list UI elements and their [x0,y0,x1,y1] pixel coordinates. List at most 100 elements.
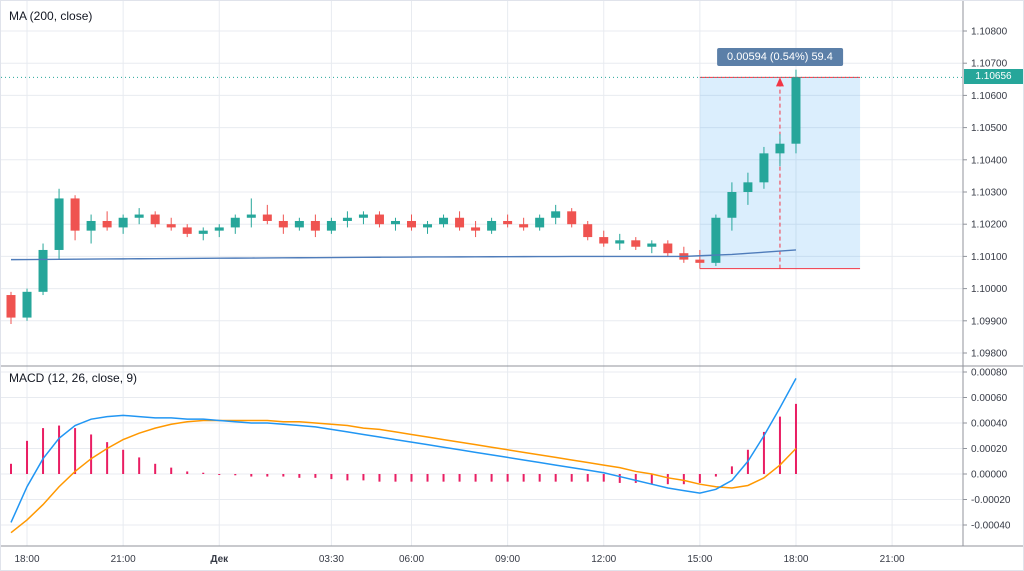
candle [615,240,625,244]
candle [791,77,801,144]
candle [230,217,240,228]
candle [599,237,609,244]
candle [711,217,721,263]
candle [54,198,64,250]
candle [150,214,160,225]
candle [86,220,96,231]
price-axis-tick: 1.10700 [971,59,1008,70]
macd-histogram-bar [186,471,189,474]
price-axis[interactable]: 1.10800 1.10700 1.10600 1.10500 1.10400 1.103… [963,27,1008,360]
macd-axis-tick: 0.00060 [971,393,1008,404]
macd-axis-tick: 0.00040 [971,419,1008,430]
candle [567,211,577,225]
macd-histogram-bar [10,463,12,474]
candle [423,224,433,228]
measure-arrow-head [775,77,784,87]
macd-histogram-bar [602,474,605,482]
time-axis-tick: 06:00 [399,554,424,565]
macd-histogram-bar [698,474,701,483]
ma-indicator-label[interactable]: MA (200, close) [9,9,93,23]
macd-histogram-bar [666,474,669,485]
candle [407,220,416,228]
candle [6,295,16,318]
macd-histogram-bar [570,474,573,482]
time-axis[interactable]: 18:00 21:00 Дек 03:30 06:00 09:00 12:00 15:00 18… [15,554,906,565]
candle [727,192,737,218]
macd-histogram-bar [90,434,93,474]
macd-histogram-bar [506,474,509,482]
candle [70,198,80,231]
macd-histogram-bar [474,474,477,482]
macd-histogram-bar [458,474,461,482]
candle [166,224,176,228]
macd-histogram-bar [170,467,173,474]
candle [342,217,352,221]
macd-histogram-bar [586,474,589,482]
macd-axis-tick: 0.00020 [971,444,1008,455]
last-price-badge: 1.10656 [964,69,1023,85]
price-axis-tick: 1.10000 [971,284,1008,295]
candle [775,143,785,154]
macd-histogram-bar [250,474,253,477]
candles-layer [6,69,801,325]
candle [278,220,288,228]
macd-histogram-bar [650,474,653,485]
price-axis-tick: 1.10600 [971,91,1008,102]
time-axis-tick: 03:30 [319,554,344,565]
macd-histogram-bar [106,442,109,474]
measure-tool-box[interactable] [699,76,861,270]
candle [471,227,481,231]
macd-histogram-bar [426,474,429,482]
macd-histogram-bar [362,474,365,481]
candle [198,230,208,234]
macd-histogram-bar [122,449,125,474]
price-axis-tick: 1.10300 [971,188,1008,199]
macd-axis-tick: 0.00080 [971,368,1008,379]
time-axis-tick: 21:00 [111,554,136,565]
macd-indicator-label[interactable]: MACD (12, 26, close, 9) [9,371,138,385]
macd-histogram-bar [554,474,557,482]
macd-histogram-bar [138,457,141,474]
candle [390,220,400,225]
price-axis-tick: 1.09800 [971,349,1008,360]
candle [22,291,32,318]
macd-histogram-bar [26,440,29,474]
macd-histogram-bar [314,474,317,478]
macd-histogram [10,403,797,485]
candle [647,243,657,247]
candle [374,214,384,225]
macd-histogram-bar [730,466,733,474]
price-axis-tick: 1.10400 [971,155,1008,166]
ma-200-line [10,249,797,261]
macd-histogram-bar [682,474,685,485]
candle [583,224,593,238]
candle [695,259,705,263]
macd-histogram-bar [282,474,285,477]
macd-histogram-bar [74,428,77,474]
macd-histogram-bar [202,472,205,474]
macd-histogram-bar [42,428,45,474]
macd-histogram-bar [762,431,765,474]
candle [214,227,224,231]
time-axis-tick: 18:00 [15,554,40,565]
macd-histogram-bar [634,474,637,483]
macd-histogram-bar [346,474,349,481]
candle [326,220,336,231]
candle [535,217,545,228]
price-axis-tick: 1.09900 [971,316,1008,327]
time-axis-tick: 12:00 [591,554,616,565]
macd-axis-tick: -0.00020 [971,495,1011,506]
macd-histogram-bar [266,474,269,477]
macd-axis[interactable]: 0.00080 0.00060 0.00040 0.00020 0.00000 -0.00… [963,368,1011,532]
candle [102,220,112,228]
macd-signal-line [10,419,797,534]
candle [182,227,192,234]
macd-histogram-bar [618,474,621,483]
candle [487,220,497,231]
measure-tool-label[interactable]: 0.00594 (0.54%) 59.4 [717,48,843,67]
price-axis-tick: 1.10100 [971,252,1008,263]
macd-axis-tick: -0.00040 [971,521,1011,532]
macd-histogram-bar [442,474,445,482]
